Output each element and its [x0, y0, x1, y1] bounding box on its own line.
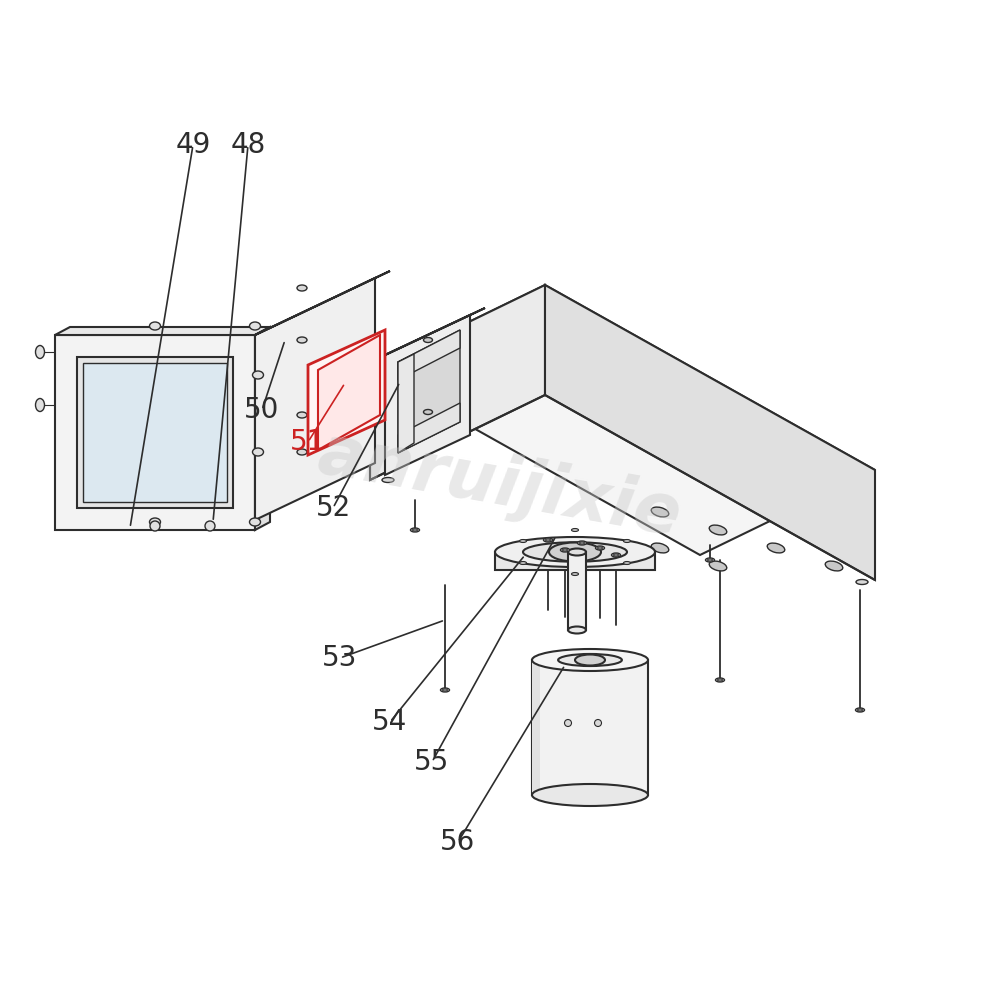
- Polygon shape: [385, 308, 485, 355]
- Ellipse shape: [440, 688, 450, 692]
- Text: 53: 53: [322, 644, 358, 672]
- Ellipse shape: [424, 338, 432, 342]
- Ellipse shape: [623, 540, 630, 542]
- Ellipse shape: [575, 654, 605, 666]
- Ellipse shape: [297, 412, 307, 418]
- Ellipse shape: [36, 346, 44, 359]
- Polygon shape: [398, 330, 460, 380]
- Ellipse shape: [252, 371, 264, 379]
- Ellipse shape: [549, 542, 601, 562]
- Ellipse shape: [546, 539, 550, 541]
- Ellipse shape: [520, 562, 527, 564]
- Ellipse shape: [718, 679, 722, 681]
- Ellipse shape: [572, 528, 578, 532]
- Text: 49: 49: [175, 131, 211, 159]
- Polygon shape: [255, 271, 390, 335]
- Text: 54: 54: [372, 708, 408, 736]
- Polygon shape: [398, 330, 460, 453]
- Ellipse shape: [594, 720, 602, 726]
- Polygon shape: [568, 552, 586, 630]
- Ellipse shape: [382, 478, 394, 483]
- Ellipse shape: [856, 580, 868, 584]
- Ellipse shape: [572, 572, 578, 576]
- Polygon shape: [77, 357, 233, 508]
- Polygon shape: [255, 327, 270, 530]
- Polygon shape: [398, 403, 460, 453]
- Polygon shape: [318, 335, 380, 450]
- Ellipse shape: [562, 549, 568, 551]
- Ellipse shape: [568, 626, 586, 634]
- Ellipse shape: [858, 709, 862, 711]
- Ellipse shape: [297, 337, 307, 343]
- Ellipse shape: [568, 548, 586, 556]
- Ellipse shape: [36, 398, 44, 412]
- Ellipse shape: [651, 543, 669, 553]
- Ellipse shape: [560, 548, 570, 552]
- Ellipse shape: [520, 540, 527, 542]
- Ellipse shape: [578, 541, 586, 545]
- Ellipse shape: [856, 708, 864, 712]
- Polygon shape: [55, 335, 255, 530]
- Ellipse shape: [767, 543, 785, 553]
- Polygon shape: [55, 327, 270, 335]
- Ellipse shape: [250, 518, 260, 526]
- Text: 50: 50: [244, 396, 280, 424]
- Text: anruijixie: anruijixie: [313, 420, 687, 550]
- Text: 52: 52: [315, 494, 351, 522]
- Polygon shape: [398, 354, 414, 453]
- Polygon shape: [385, 315, 470, 475]
- Ellipse shape: [708, 559, 712, 561]
- Ellipse shape: [442, 689, 448, 691]
- Polygon shape: [83, 363, 227, 502]
- Ellipse shape: [150, 521, 160, 531]
- Text: 56: 56: [440, 828, 476, 856]
- Ellipse shape: [150, 518, 160, 526]
- Ellipse shape: [598, 547, 602, 549]
- Polygon shape: [385, 355, 430, 442]
- Polygon shape: [370, 285, 545, 480]
- Ellipse shape: [250, 322, 260, 330]
- Ellipse shape: [532, 784, 648, 806]
- Ellipse shape: [252, 448, 264, 456]
- Polygon shape: [545, 285, 875, 580]
- Ellipse shape: [716, 678, 724, 682]
- Text: 55: 55: [414, 748, 450, 776]
- Ellipse shape: [424, 410, 432, 414]
- Ellipse shape: [709, 525, 727, 535]
- Ellipse shape: [623, 562, 630, 564]
- Ellipse shape: [523, 542, 627, 562]
- Polygon shape: [495, 552, 655, 570]
- Text: 51: 51: [290, 428, 326, 456]
- Ellipse shape: [413, 529, 418, 531]
- Ellipse shape: [564, 720, 572, 726]
- Ellipse shape: [205, 521, 215, 531]
- Polygon shape: [532, 660, 540, 795]
- Ellipse shape: [706, 558, 714, 562]
- Polygon shape: [370, 285, 875, 555]
- Ellipse shape: [651, 507, 669, 517]
- Ellipse shape: [150, 322, 160, 330]
- Ellipse shape: [544, 538, 552, 542]
- Text: 48: 48: [230, 131, 266, 159]
- Ellipse shape: [825, 561, 843, 571]
- Ellipse shape: [297, 285, 307, 291]
- Ellipse shape: [612, 553, 620, 557]
- Ellipse shape: [558, 654, 622, 666]
- Ellipse shape: [596, 546, 604, 550]
- Ellipse shape: [532, 649, 648, 671]
- Ellipse shape: [495, 537, 655, 567]
- Ellipse shape: [709, 561, 727, 571]
- Ellipse shape: [411, 528, 420, 532]
- Polygon shape: [255, 278, 375, 520]
- Polygon shape: [308, 330, 385, 455]
- Ellipse shape: [614, 554, 618, 556]
- Ellipse shape: [297, 449, 307, 455]
- Ellipse shape: [580, 542, 584, 544]
- Polygon shape: [532, 660, 648, 795]
